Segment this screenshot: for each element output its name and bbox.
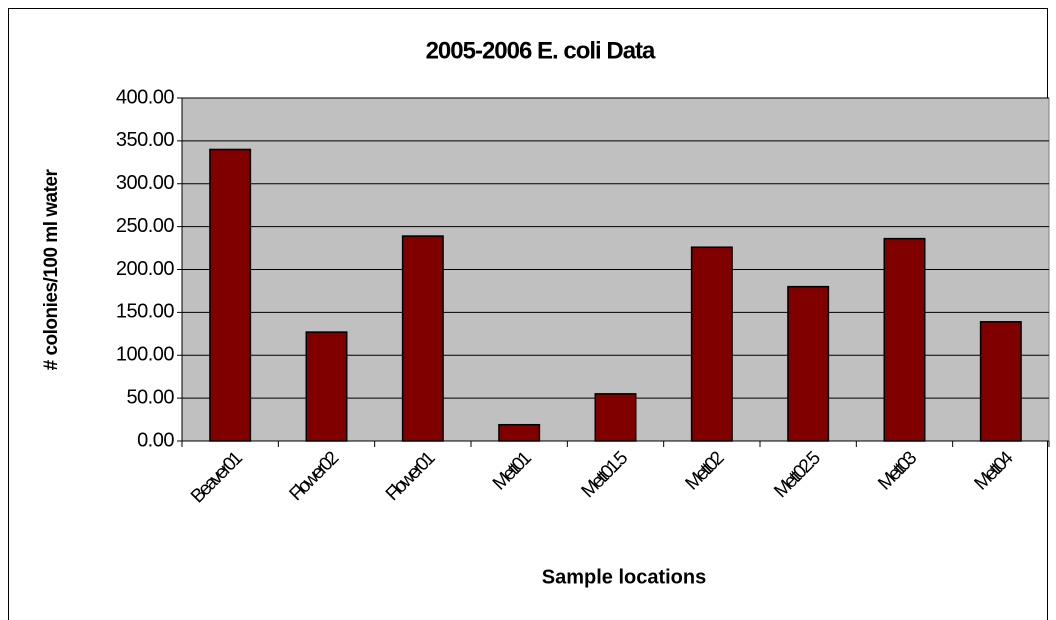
bar xyxy=(690,246,733,442)
y-tick-label: 350.00 xyxy=(116,129,175,151)
bar xyxy=(883,237,926,442)
x-axis-title: Sample locations xyxy=(542,566,707,588)
y-tick-label: 100.00 xyxy=(116,344,175,366)
bar xyxy=(594,393,637,442)
bar xyxy=(401,235,444,442)
y-tick-label: 0.00 xyxy=(137,429,174,451)
bar xyxy=(209,148,252,442)
y-tick-label: 150.00 xyxy=(116,301,175,323)
bar xyxy=(498,423,541,442)
y-tick-label: 200.00 xyxy=(116,258,175,280)
bar xyxy=(305,331,348,442)
chart-title: 2005-2006 E. coli Data xyxy=(426,37,656,64)
bar xyxy=(979,321,1022,442)
y-tick-label: 50.00 xyxy=(126,386,174,408)
bar xyxy=(787,285,830,442)
y-tick-label: 300.00 xyxy=(116,172,175,194)
y-tick-label: 400.00 xyxy=(116,86,175,108)
y-axis-title: # colonies/100 ml water xyxy=(41,169,62,371)
y-tick-label: 250.00 xyxy=(116,215,175,237)
